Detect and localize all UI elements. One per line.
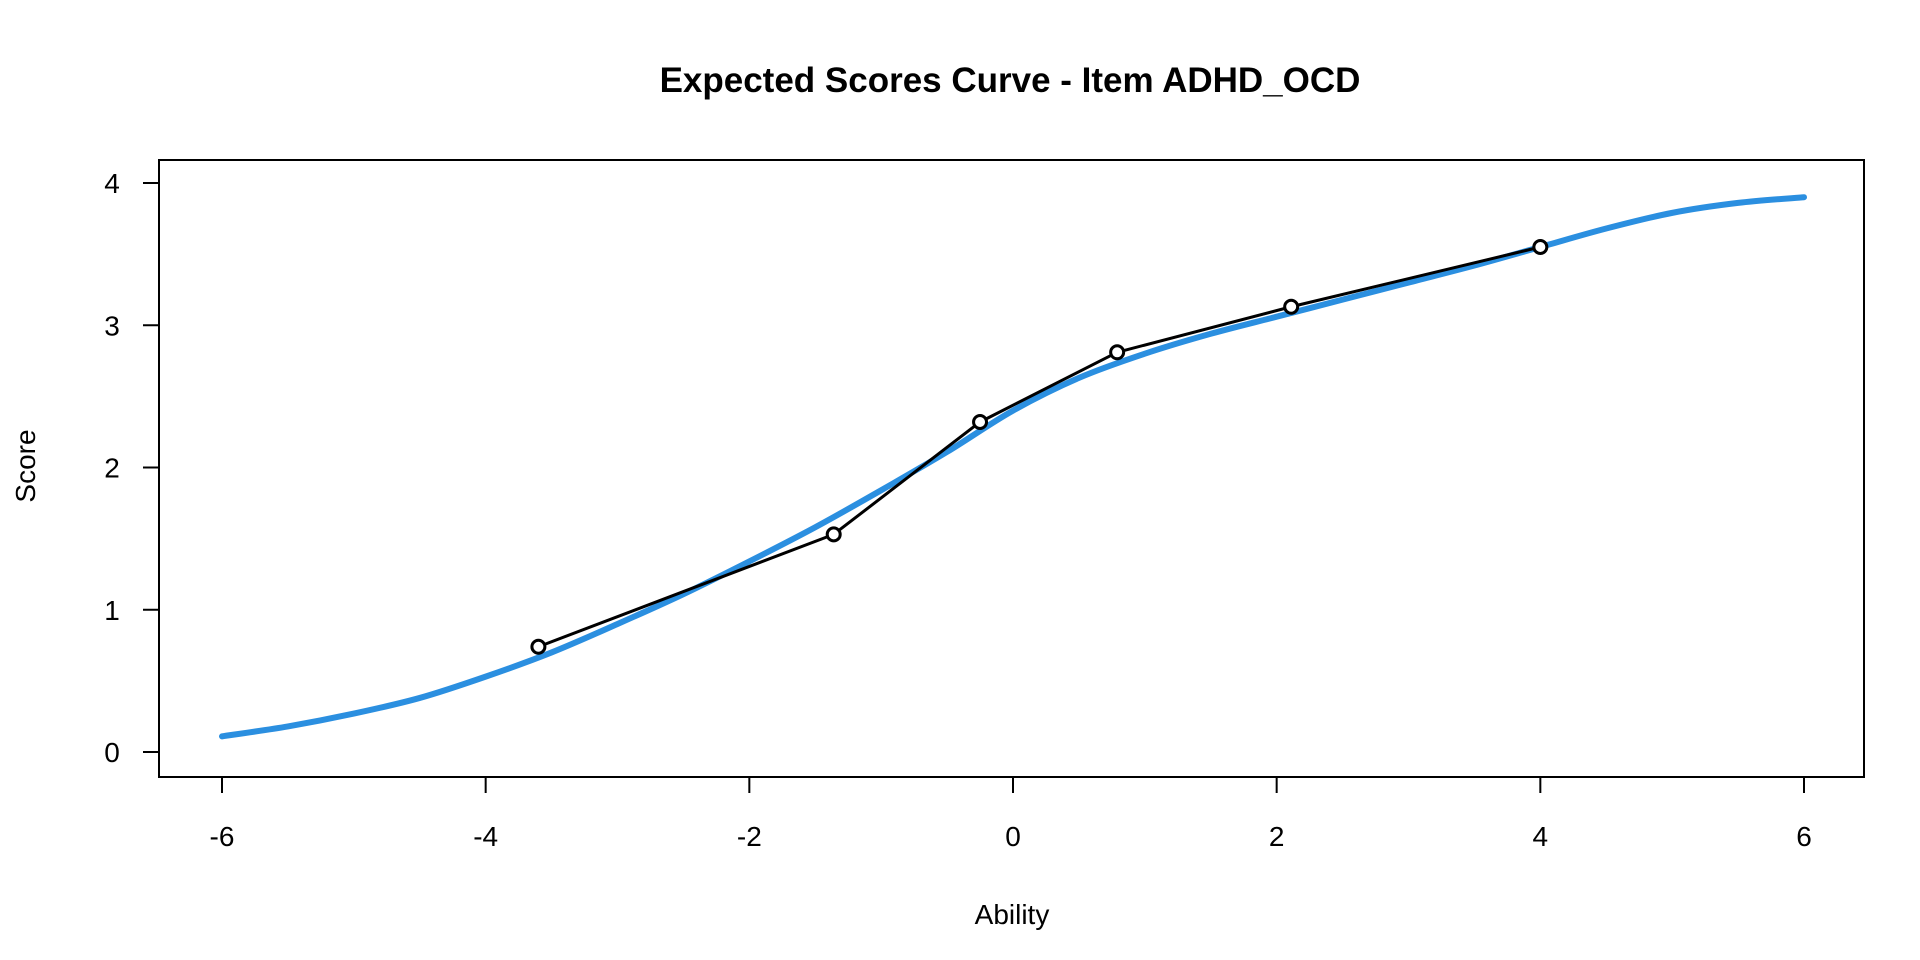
y-axis: 0 1 2 3 4 bbox=[104, 168, 160, 768]
x-tick-label: 2 bbox=[1269, 821, 1285, 852]
plot-frame bbox=[158, 159, 1865, 778]
observed-score-point bbox=[825, 526, 842, 543]
y-tick-label: 4 bbox=[104, 168, 120, 199]
series-layer bbox=[219, 194, 1807, 740]
chart-title: Expected Scores Curve - Item ADHD_OCD bbox=[660, 61, 1361, 100]
x-tick-label: -6 bbox=[210, 821, 235, 852]
observed-score-point bbox=[1532, 239, 1549, 256]
y-tick-label: 1 bbox=[104, 595, 120, 626]
x-tick-label: 4 bbox=[1533, 821, 1549, 852]
observed-score-point bbox=[1109, 344, 1126, 361]
observed-score-point bbox=[972, 413, 989, 430]
observed-score-point bbox=[530, 638, 547, 655]
x-axis: -6 -4 -2 0 2 4 6 bbox=[210, 776, 1812, 852]
x-tick-label: 6 bbox=[1796, 821, 1812, 852]
expected-score-curve bbox=[219, 194, 1807, 740]
y-tick-label: 2 bbox=[104, 453, 120, 484]
x-tick-label: 0 bbox=[1005, 821, 1021, 852]
x-tick-label: -4 bbox=[473, 821, 498, 852]
y-tick-label: 3 bbox=[104, 310, 120, 341]
x-tick-label: -2 bbox=[737, 821, 762, 852]
x-axis-label: Ability bbox=[975, 899, 1050, 930]
y-tick-label: 0 bbox=[104, 737, 120, 768]
y-axis-label: Score bbox=[10, 429, 41, 502]
observed-score-line bbox=[537, 245, 1541, 649]
observed-score-point bbox=[1283, 298, 1300, 315]
